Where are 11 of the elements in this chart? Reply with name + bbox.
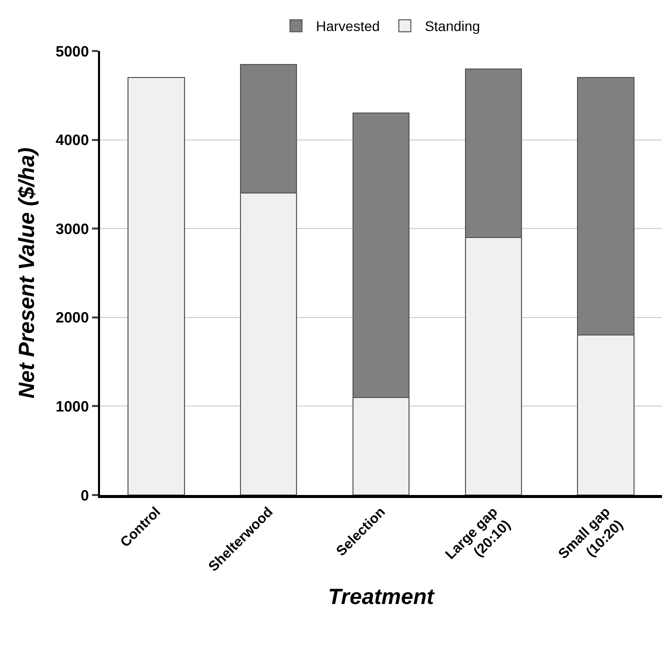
legend-label: Standing <box>424 18 480 34</box>
y-tick-label: 1000 <box>56 398 89 416</box>
bar <box>128 77 185 495</box>
y-tick-label: 4000 <box>56 132 89 150</box>
y-tick-label: 3000 <box>56 220 89 238</box>
y-tick-label: 2000 <box>56 310 89 327</box>
y-axis-title: Net Present Value ($/ha) <box>14 147 39 399</box>
legend-label: Harvested <box>316 18 380 34</box>
y-tick-label: 5000 <box>56 43 89 60</box>
x-axis-title: Treatment <box>328 584 436 609</box>
y-tick-label: 0 <box>80 487 89 504</box>
